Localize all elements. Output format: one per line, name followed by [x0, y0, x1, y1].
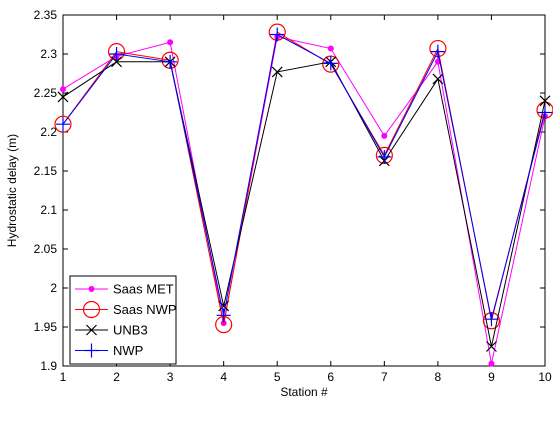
series-line — [62, 33, 546, 320]
y-tick-label: 2.1 — [40, 203, 57, 217]
legend-item: NWP — [75, 343, 143, 358]
data-point — [54, 115, 72, 133]
y-tick-label: 2.3 — [40, 47, 57, 61]
data-point — [432, 73, 444, 85]
x-tick-label: 2 — [113, 370, 120, 384]
x-tick-label: 7 — [381, 370, 388, 384]
legend-box — [69, 275, 177, 365]
x-tick-labels: 1 2 3 4 5 6 7 8 9 10 — [60, 370, 552, 384]
data-point — [109, 47, 124, 61]
legend-label: UNB3 — [113, 323, 148, 338]
y-tick-label: 1.95 — [34, 320, 58, 334]
data-point — [56, 117, 70, 132]
data-point — [484, 312, 499, 327]
legend-item: Saas MET — [75, 282, 174, 297]
data-point — [322, 55, 340, 73]
x-tick-label: 6 — [327, 370, 334, 384]
data-point — [430, 44, 445, 59]
x-tick-label: 8 — [435, 370, 442, 384]
y-axis-label: Hydrostatic delay (m) — [5, 134, 19, 247]
data-point — [271, 66, 283, 78]
x-tick-label: 4 — [220, 370, 227, 384]
legend: Saas MET Saas NWP UNB3 NWP — [69, 275, 177, 365]
y-tick-label: 2 — [50, 281, 57, 295]
y-tick-label: 2.05 — [34, 242, 58, 256]
data-point — [539, 95, 551, 107]
legend-item: UNB3 — [75, 323, 148, 338]
x-tick-label: 5 — [274, 370, 281, 384]
series-3 — [56, 27, 552, 327]
series-line — [62, 61, 546, 347]
data-point — [163, 54, 178, 69]
y-tick-label: 2.2 — [40, 125, 57, 139]
y-tick-label: 2.15 — [34, 164, 58, 178]
data-point — [216, 308, 231, 323]
legend-label: Saas MET — [113, 282, 174, 297]
data-point — [167, 39, 174, 46]
data-point — [88, 286, 95, 292]
y-tick-label: 2.35 — [34, 8, 58, 22]
data-point — [323, 56, 338, 71]
x-axis-label: Station # — [280, 385, 328, 399]
y-tick-labels: 1.9 1.95 2 2.05 2.1 2.15 2.2 2.25 2.3 2.35 — [34, 8, 58, 373]
x-tick-label: 10 — [538, 370, 552, 384]
axis-ticks — [62, 14, 546, 367]
x-tick-label: 9 — [488, 370, 495, 384]
data-point — [86, 324, 97, 336]
data-point — [538, 105, 552, 120]
legend-item: Saas NWP — [75, 300, 177, 319]
y-tick-label: 2.25 — [34, 86, 58, 100]
y-tick-label: 1.9 — [40, 359, 57, 373]
data-point — [377, 149, 392, 164]
data-point — [486, 341, 497, 352]
legend-label: NWP — [113, 343, 143, 358]
x-tick-label: 1 — [60, 370, 67, 384]
data-point — [84, 343, 99, 358]
series-layer — [54, 23, 553, 367]
data-point — [57, 91, 69, 103]
data-point — [218, 300, 230, 312]
data-point — [82, 300, 101, 319]
data-point — [327, 45, 334, 52]
data-point — [381, 132, 388, 139]
x-tick-label: 3 — [167, 370, 174, 384]
data-point — [488, 360, 495, 367]
data-point — [60, 86, 66, 93]
legend-label: Saas NWP — [113, 302, 177, 317]
data-point — [270, 27, 285, 42]
